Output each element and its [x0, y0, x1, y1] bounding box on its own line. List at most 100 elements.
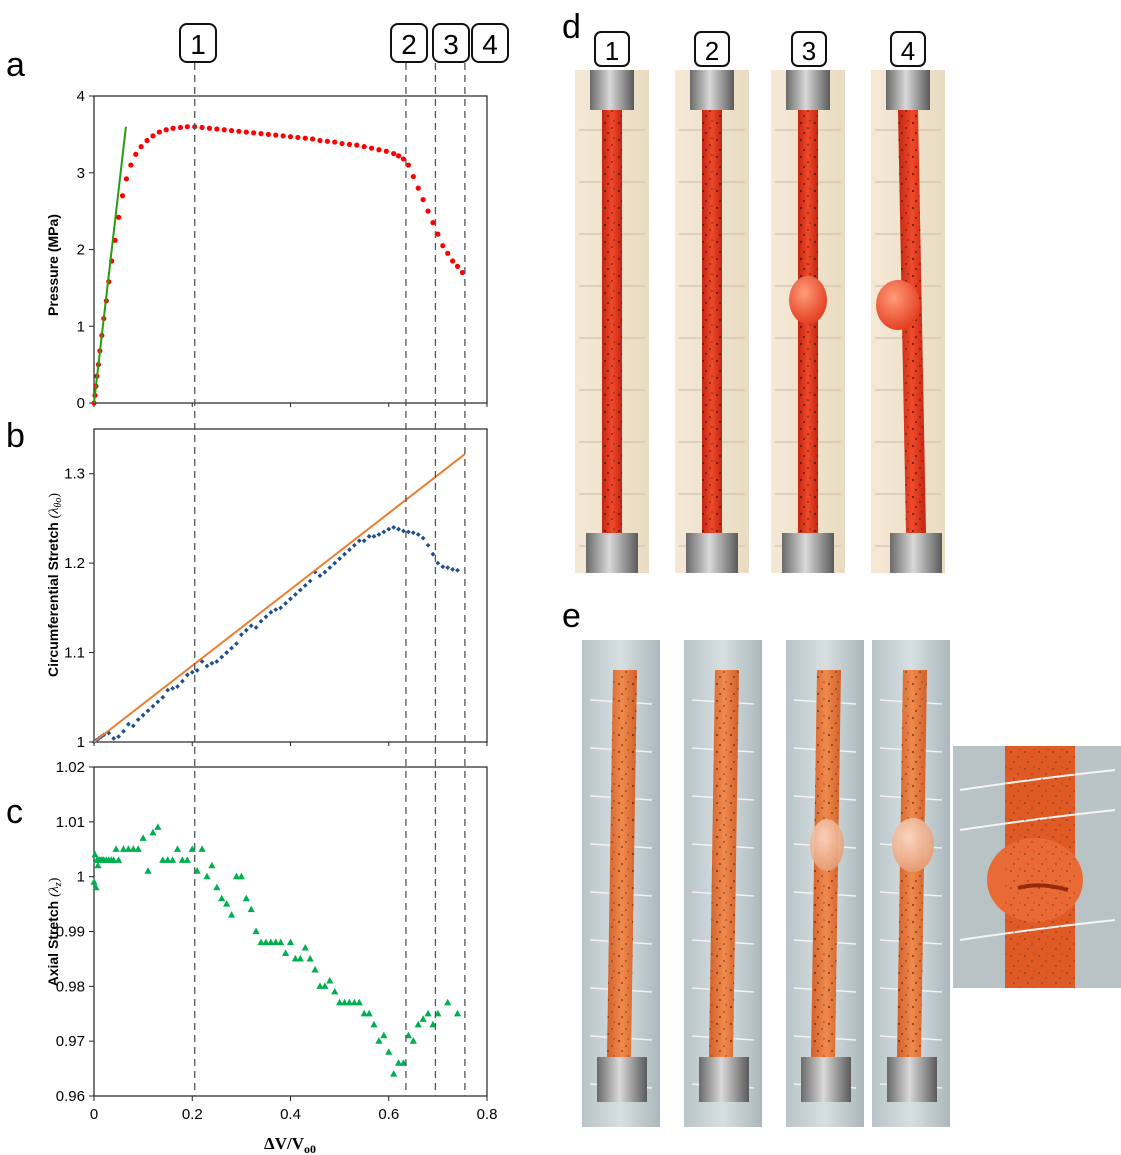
- panel-label-b: b: [6, 417, 25, 455]
- y-tick-label: 1: [77, 734, 85, 751]
- x-tick-label: 0.4: [280, 1106, 301, 1123]
- data-point: [144, 137, 150, 144]
- photo-d-4: [871, 70, 945, 573]
- ylabel-circumferential-text: Circumferential Stretch: [45, 522, 61, 677]
- top-fitting: [590, 70, 634, 110]
- y-tick-label: 1.2: [64, 555, 85, 572]
- data-point: [296, 954, 304, 962]
- tube-texture: [709, 670, 739, 1057]
- y-tick-label: 0.97: [56, 1033, 85, 1050]
- panel-label-d: d: [562, 8, 581, 46]
- x-tick-label: 0: [90, 1106, 98, 1123]
- data-point: [199, 124, 205, 131]
- data-point: [400, 156, 407, 162]
- data-point: [419, 1015, 427, 1022]
- data-point: [440, 243, 446, 249]
- data-point: [321, 982, 329, 989]
- data-point: [339, 140, 345, 147]
- data-point: [385, 1048, 393, 1055]
- data-point: [134, 845, 142, 852]
- photo-e-2: [684, 640, 762, 1127]
- data-point: [414, 1020, 422, 1028]
- data-point: [242, 894, 250, 902]
- photo-label: 3: [802, 36, 816, 66]
- data-point: [251, 130, 257, 136]
- data-point: [156, 129, 162, 135]
- data-point: [429, 1020, 437, 1028]
- data-point: [208, 861, 216, 869]
- y-tick-label: 2: [77, 242, 85, 259]
- inset-texture: [1005, 746, 1075, 988]
- data-point: [281, 949, 290, 957]
- photo-panel-e: [582, 640, 1121, 1127]
- plot-frame: [93, 766, 488, 1097]
- data-point: [214, 126, 220, 132]
- data-point: [243, 129, 249, 135]
- data-point: [91, 850, 99, 858]
- photo-label-box: [890, 31, 926, 67]
- data-point: [114, 856, 123, 863]
- data-point: [322, 569, 328, 575]
- top-fitting: [886, 70, 930, 110]
- data-point: [440, 564, 446, 570]
- data-point: [453, 1009, 462, 1017]
- data-point: [206, 125, 213, 131]
- photo-label: 2: [705, 36, 719, 66]
- stage-dashed-lines: [194, 63, 466, 1096]
- ylabel-axial: Axial Stretch (λz): [45, 877, 64, 986]
- data-point: [310, 136, 316, 142]
- data-point: [277, 938, 285, 946]
- y-tick-label: 1.01: [56, 814, 85, 831]
- data-point: [273, 607, 279, 613]
- data-point: [410, 173, 416, 180]
- data-point: [405, 162, 411, 168]
- data-point: [326, 976, 334, 984]
- data-point: [291, 954, 300, 962]
- data-point: [94, 861, 102, 869]
- data-point: [306, 954, 314, 962]
- data-point: [257, 938, 265, 946]
- data-point: [170, 125, 176, 131]
- data-point: [221, 127, 227, 133]
- x-tick-label: 0.8: [477, 1106, 498, 1123]
- data-point: [425, 208, 431, 214]
- data-point: [301, 943, 309, 951]
- data-point: [444, 998, 452, 1006]
- stage-marker-label: 4: [482, 29, 498, 60]
- data-point: [268, 609, 274, 615]
- data-point: [90, 878, 98, 885]
- data-point: [188, 845, 196, 852]
- data-point: [218, 894, 226, 902]
- data-point: [198, 845, 206, 852]
- data-point: [213, 883, 221, 891]
- bulge: [789, 276, 827, 324]
- data-point: [395, 153, 402, 159]
- data-point: [273, 132, 279, 138]
- data-point: [316, 982, 324, 989]
- bottom-fitting: [890, 533, 942, 573]
- photo-label: 1: [605, 36, 619, 66]
- stage-marker-box: [432, 23, 470, 63]
- bottom-fitting: [782, 533, 834, 573]
- data-point: [420, 197, 426, 203]
- y-tick-label: 0.98: [56, 978, 85, 995]
- ylabel-circumferential: Circumferential Stretch (λθo): [45, 493, 64, 677]
- data-point: [383, 148, 389, 154]
- data-point: [391, 150, 397, 157]
- data-point: [203, 872, 211, 880]
- stage-marker-box: [390, 23, 428, 63]
- data-point: [169, 856, 177, 863]
- data-point: [124, 845, 132, 852]
- data-point: [252, 927, 260, 935]
- stage-marker-label: 1: [190, 29, 206, 60]
- photo-panel-d: [575, 70, 945, 573]
- data-point: [258, 131, 264, 137]
- data-point: [173, 845, 182, 852]
- y-tick-label: 1.1: [64, 645, 85, 662]
- data-point: [424, 1009, 432, 1017]
- data-point: [247, 905, 255, 913]
- ylabel-axial-symbol: (λ: [47, 886, 62, 897]
- data-point: [355, 998, 363, 1006]
- data-point: [354, 142, 360, 148]
- data-point: [228, 127, 235, 134]
